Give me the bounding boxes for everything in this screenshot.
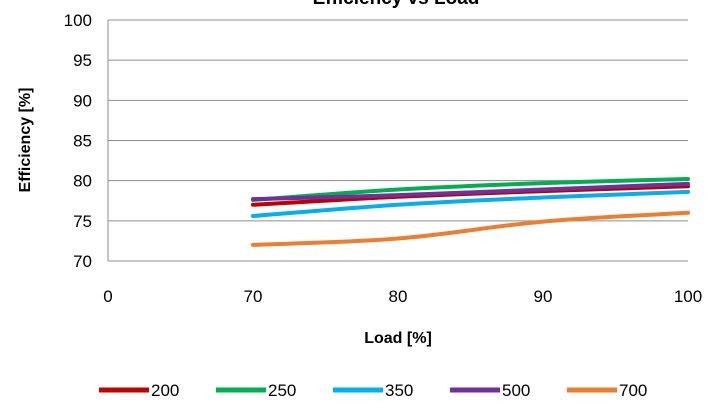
- x-tick-label-90: 90: [534, 287, 553, 306]
- y-tick-label-80: 80: [73, 172, 92, 191]
- series-lines: [251, 177, 690, 247]
- series-line-500: [251, 181, 690, 202]
- series-line-700: [251, 210, 690, 247]
- x-tick-label-0: 0: [103, 287, 112, 306]
- x-tick-labels: 0 70 80 90 100: [103, 287, 702, 306]
- y-tick-label-70: 70: [73, 252, 92, 271]
- x-tick-label-70: 70: [244, 287, 263, 306]
- gridlines: [108, 19, 688, 222]
- y-axis-title: Efficiency [%]: [17, 88, 34, 193]
- legend-label-700: 700: [619, 381, 647, 400]
- series-line-350: [251, 189, 690, 219]
- y-tick-label-95: 95: [73, 51, 92, 70]
- y-tick-label-90: 90: [73, 91, 92, 110]
- x-tick-label-80: 80: [389, 287, 408, 306]
- y-tick-label-100: 100: [64, 11, 92, 30]
- chart-title: Efficiency vs Load: [313, 0, 480, 9]
- legend-label-250: 250: [268, 381, 296, 400]
- legend-label-500: 500: [502, 381, 530, 400]
- y-tick-labels: 70 75 80 85 90 95 100: [64, 11, 92, 271]
- legend-label-200: 200: [151, 381, 179, 400]
- x-axis-title: Load [%]: [364, 330, 432, 347]
- legend-label-350: 350: [385, 381, 413, 400]
- x-tick-label-100: 100: [674, 287, 702, 306]
- y-tick-label-85: 85: [73, 132, 92, 151]
- series-line-250: [251, 177, 690, 202]
- axes: [107, 20, 688, 262]
- y-tick-label-75: 75: [73, 212, 92, 231]
- legend: 200 250 350 500 700: [99, 381, 647, 400]
